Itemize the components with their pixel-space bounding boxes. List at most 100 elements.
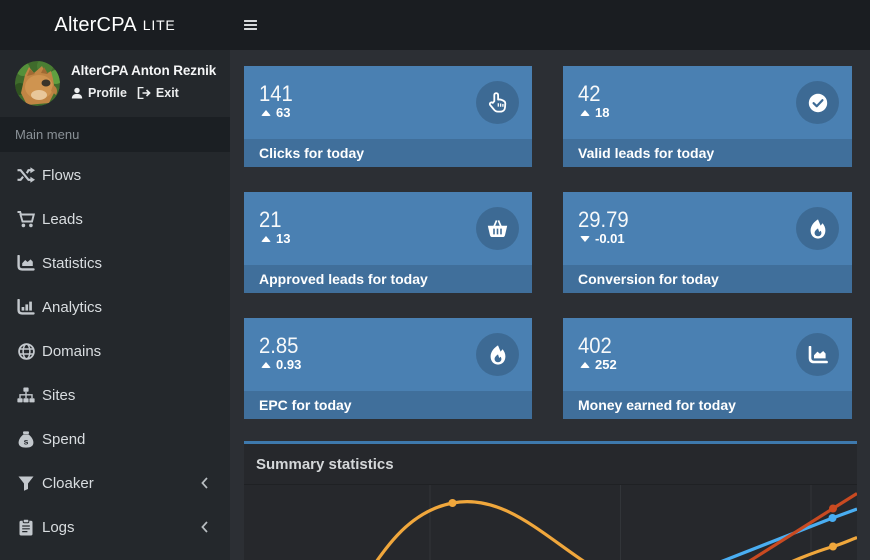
- summary-panel: Summary statistics: [244, 441, 857, 560]
- top-navbar: [230, 0, 870, 50]
- sidebar-item-analytics[interactable]: Analytics: [0, 285, 230, 329]
- info-box-value: 2.85: [259, 333, 299, 358]
- info-box-value: 21: [259, 207, 282, 232]
- info-box-label[interactable]: Valid leads for today: [563, 139, 852, 167]
- sign-out-icon: [137, 87, 151, 99]
- avatar[interactable]: [15, 61, 60, 106]
- sitemap-icon: [15, 387, 37, 403]
- shuffle-icon: [15, 167, 37, 183]
- sidebar-item-label: Analytics: [42, 298, 103, 316]
- chart-point-blue[interactable]: [828, 514, 837, 522]
- brand-name: AlterCPA: [54, 13, 137, 36]
- info-box-epc: 2.85 0.93 EPC for today: [244, 318, 532, 419]
- chart-point-orange[interactable]: [829, 542, 837, 551]
- info-box-label[interactable]: EPC for today: [244, 391, 532, 419]
- caret-down-icon: [580, 235, 590, 242]
- sidebar-item-label: Domains: [42, 342, 102, 360]
- info-box-delta-value: 0.93: [276, 357, 302, 373]
- area-chart-icon: [15, 255, 37, 271]
- bar-chart-icon: [15, 299, 37, 315]
- flame-icon: [476, 333, 519, 376]
- user-name: AlterCPA Anton Reznik: [71, 63, 217, 78]
- sidebar-toggle-button[interactable]: [230, 0, 274, 50]
- basket-icon: [476, 207, 519, 250]
- brand-logo[interactable]: AlterCPA LITE: [0, 0, 230, 50]
- chart-series-orange: [375, 499, 857, 560]
- globe-icon: [15, 342, 37, 360]
- info-box-value: 29.79: [578, 207, 629, 232]
- info-box-value: 402: [578, 333, 612, 358]
- summary-panel-header: Summary statistics: [244, 444, 857, 485]
- main-content: 141 63 Clicks for today 42: [230, 50, 870, 560]
- sidebar-item-label: Leads: [42, 210, 83, 228]
- caret-up-icon: [261, 235, 271, 242]
- angle-left-icon: [201, 477, 208, 489]
- info-box-label[interactable]: Approved leads for today: [244, 265, 532, 293]
- check-circle-icon: [796, 81, 839, 124]
- sidebar-item-label: Sites: [42, 386, 76, 404]
- svg-text:s: s: [24, 436, 29, 446]
- sidebar-item-leads[interactable]: Leads: [0, 197, 230, 241]
- money-bag-icon: s: [15, 430, 37, 448]
- sidebar-item-sites[interactable]: Sites: [0, 373, 230, 417]
- info-box-label[interactable]: Conversion for today: [563, 265, 852, 293]
- area-chart-icon: [796, 333, 839, 376]
- profile-link[interactable]: Profile: [71, 86, 127, 100]
- sidebar-item-cloaker[interactable]: Cloaker: [0, 461, 230, 505]
- info-box-label[interactable]: Money earned for today: [563, 391, 852, 419]
- info-box-approved-leads: 21 13 Approved leads for today: [244, 192, 532, 293]
- summary-chart-svg: [375, 485, 857, 560]
- user-icon: [71, 87, 83, 99]
- info-box-delta-value: 252: [595, 357, 617, 373]
- sidebar: AlterCPA LITE: [0, 0, 230, 560]
- info-box-delta-value: 18: [595, 105, 610, 121]
- sidebar-item-statistics[interactable]: Statistics: [0, 241, 230, 285]
- sidebar-menu: Flows Leads Statistics: [0, 152, 230, 549]
- menu-section-header: Main menu: [0, 117, 230, 152]
- sidebar-item-label: Spend: [42, 430, 86, 448]
- info-box-label[interactable]: Clicks for today: [244, 139, 532, 167]
- info-box-conversion: 29.79 -0.01 Conversion for today: [563, 192, 852, 293]
- user-panel: AlterCPA Anton Reznik Profile Exit: [0, 50, 230, 117]
- info-box-valid-leads: 42 18 Valid leads for today: [563, 66, 852, 167]
- caret-up-icon: [261, 361, 271, 368]
- summary-panel-title: Summary statistics: [256, 455, 394, 473]
- info-box-money: 402 252 Money earned for today: [563, 318, 852, 419]
- sidebar-item-label: Logs: [42, 518, 75, 536]
- info-box-delta-value: 13: [276, 231, 291, 247]
- funnel-icon: [15, 476, 37, 491]
- info-box-delta: 63: [259, 105, 297, 120]
- sidebar-item-spend[interactable]: s Spend: [0, 417, 230, 461]
- user-info: AlterCPA Anton Reznik Profile Exit: [71, 61, 216, 106]
- chart-point-red[interactable]: [829, 504, 837, 513]
- info-box-delta: 18: [578, 105, 609, 120]
- sidebar-item-label: Statistics: [42, 254, 103, 272]
- info-box-grid: 141 63 Clicks for today 42: [244, 66, 870, 419]
- flame-icon: [796, 207, 839, 250]
- summary-chart[interactable]: [244, 485, 857, 560]
- info-box-delta: -0.01: [578, 231, 634, 246]
- info-box-value: 141: [259, 81, 293, 106]
- profile-label: Profile: [88, 86, 127, 100]
- clipboard-icon: [15, 518, 37, 536]
- sidebar-item-label: Flows: [42, 166, 82, 184]
- info-box-delta-value: -0.01: [595, 231, 625, 247]
- caret-up-icon: [580, 361, 590, 368]
- info-box-delta-value: 63: [276, 105, 291, 121]
- sidebar-item-logs[interactable]: Logs: [0, 505, 230, 549]
- exit-link[interactable]: Exit: [137, 86, 179, 100]
- cart-icon: [15, 210, 37, 228]
- info-box-delta: 0.93: [259, 357, 303, 372]
- chart-point-orange[interactable]: [448, 499, 457, 507]
- info-box-value: 42: [578, 81, 601, 106]
- info-box-delta: 252: [578, 357, 617, 372]
- hand-pointer-icon: [476, 81, 519, 124]
- info-box-clicks: 141 63 Clicks for today: [244, 66, 532, 167]
- sidebar-item-domains[interactable]: Domains: [0, 329, 230, 373]
- sidebar-item-flows[interactable]: Flows: [0, 153, 230, 197]
- caret-up-icon: [261, 109, 271, 116]
- chart-series-blue: [721, 507, 857, 560]
- avatar-image: [15, 61, 60, 106]
- angle-left-icon: [201, 521, 208, 533]
- info-box-delta: 13: [259, 231, 290, 246]
